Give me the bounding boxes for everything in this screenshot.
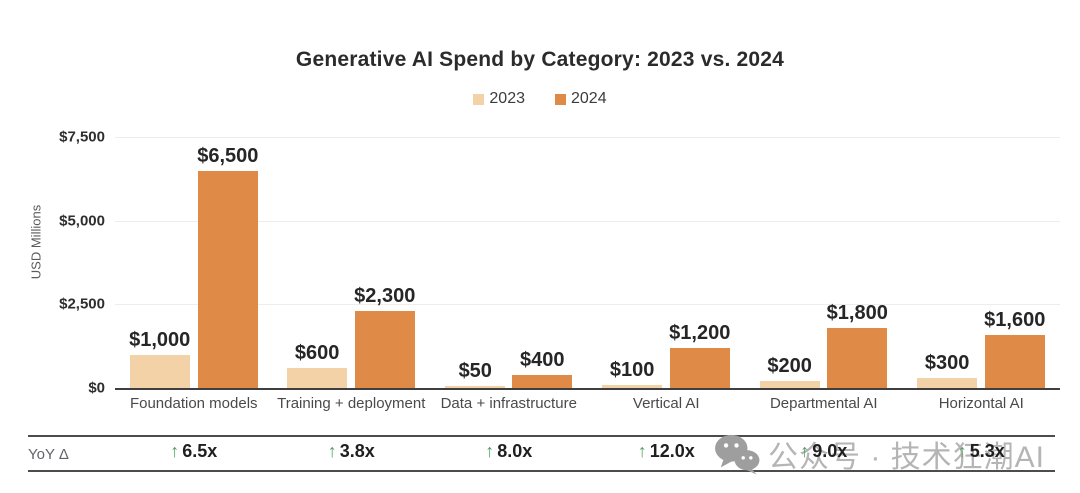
gridline: [115, 220, 1060, 222]
y-axis-ticks: $0 $2,500 $5,000 $7,500: [0, 129, 105, 397]
yoy-multiplier-text: 6.5x: [182, 441, 218, 461]
yoy-value: ↑ 6.5x: [115, 441, 273, 462]
legend-label: 2024: [571, 90, 607, 107]
bar-2023: [602, 384, 663, 388]
watermark-text: 公众号 · 技术狂潮AI: [768, 441, 1046, 474]
bar-group: $300 $1,600: [903, 137, 1061, 388]
yoy-values-row: ↑ 6.5x ↑ 3.8x ↑ 8.0x ↑ 12.0x ↑ 9.0x ↑ 5.3x: [115, 441, 1060, 462]
y-tick-label: $7,500: [59, 128, 105, 146]
watermark: 公众号 · 技术狂潮AI: [714, 432, 1045, 476]
bar-value-label: $600: [294, 341, 340, 364]
bar-with-label: $600: [287, 341, 348, 388]
bar-with-label: $100: [602, 358, 663, 388]
yoy-multiplier-text: 8.0x: [497, 441, 533, 461]
up-arrow-icon: ↑: [800, 441, 810, 461]
bar-group: $1,000 $6,500: [115, 137, 273, 388]
bar-2024: [669, 347, 730, 388]
bar-group: $200 $1,800: [745, 137, 903, 388]
bar-with-label: $1,800: [827, 303, 888, 388]
category-label: Horizontal AI: [938, 395, 1024, 412]
y-tick-label: $0: [88, 379, 105, 397]
bar-value-label: $200: [767, 355, 812, 378]
bar-with-label: $200: [759, 355, 820, 388]
category-label: Foundation models: [129, 395, 258, 412]
yoy-multiplier-text: 9.0x: [812, 441, 848, 461]
bar-2024: [512, 374, 573, 388]
up-arrow-icon: ↑: [637, 441, 647, 461]
gridline: [115, 304, 1060, 306]
legend-label: 2023: [489, 90, 525, 107]
chart-title: Generative AI Spend by Category: 2023 vs…: [295, 48, 785, 71]
category-label: Training + deployment: [277, 395, 426, 412]
yoy-row-label: YoY Δ: [28, 446, 69, 463]
bar-2024: [354, 311, 415, 388]
yoy-multiplier-text: 12.0x: [649, 441, 695, 461]
category-label: Data + infrastructure: [440, 395, 577, 412]
category-label: Departmental AI: [769, 395, 878, 412]
x-axis-labels: Foundation models Training + deployment Da…: [115, 395, 1060, 412]
yoy-top-rule: [28, 435, 1055, 437]
up-arrow-icon: ↑: [957, 441, 967, 461]
yoy-value: ↑ 9.0x: [745, 441, 903, 462]
yoy-value: ↑ 3.8x: [273, 441, 431, 462]
wechat-icon: [715, 434, 760, 475]
yoy-value: ↑ 12.0x: [588, 441, 746, 462]
bar-2024: [827, 327, 888, 388]
y-tick-label: $5,000: [59, 212, 105, 230]
bar-with-label: $1,200: [669, 323, 730, 388]
bar-2023: [445, 386, 506, 388]
yoy-value: ↑ 8.0x: [430, 441, 588, 462]
bar-value-label: $300: [924, 352, 970, 374]
bar-2024: [197, 170, 258, 388]
bar-2023: [129, 354, 190, 388]
bar-2023: [759, 381, 820, 388]
bar-with-label: $6,500: [197, 144, 259, 388]
chart-legend: 2023 2024: [0, 90, 1080, 108]
bar-group: $50 $400: [430, 137, 588, 388]
yoy-multiplier-text: 5.3x: [969, 441, 1005, 461]
yoy-bottom-rule: [28, 470, 1055, 472]
bar-with-label: $1,600: [984, 308, 1046, 388]
y-tick-label: $2,500: [59, 295, 105, 313]
bar-with-label: $1,000: [129, 328, 191, 388]
legend-swatch-icon: [555, 93, 566, 105]
bar-value-label: $2,300: [354, 285, 416, 307]
bar-groups: $1,000 $6,500 $600 $2,300 $50 $400 $100 $1,200 $…: [115, 137, 1060, 388]
category-label: Vertical AI: [632, 395, 700, 412]
bar-value-label: $400: [520, 348, 565, 371]
up-arrow-icon: ↑: [170, 441, 180, 461]
bar-value-label: $6,500: [197, 144, 259, 167]
yoy-multiplier-text: 3.8x: [339, 441, 375, 461]
bar-2023: [917, 378, 978, 388]
up-arrow-icon: ↑: [327, 441, 337, 461]
bar-with-label: $2,300: [354, 286, 415, 388]
legend-item: 2024: [555, 90, 607, 108]
legend-item: 2023: [473, 90, 525, 108]
bar-value-label: $100: [609, 358, 655, 381]
bar-value-label: $1,800: [826, 301, 888, 324]
up-arrow-icon: ↑: [485, 441, 495, 461]
bar-value-label: $50: [458, 360, 492, 383]
bar-with-label: $50: [445, 360, 506, 388]
gridline: [115, 137, 1060, 138]
bar-2024: [984, 334, 1045, 388]
bar-value-label: $1,600: [984, 308, 1046, 331]
yoy-value: ↑ 5.3x: [903, 441, 1061, 462]
legend-swatch-icon: [473, 93, 485, 105]
plot-area: $1,000 $6,500 $600 $2,300 $50 $400 $100 $1,200 $…: [115, 137, 1060, 390]
bar-group: $600 $2,300: [273, 137, 431, 388]
bar-group: $100 $1,200: [588, 137, 746, 388]
bar-with-label: $400: [512, 348, 573, 388]
bar-2023: [287, 367, 348, 388]
bar-value-label: $1,000: [129, 328, 191, 351]
bar-value-label: $1,200: [669, 321, 731, 344]
bar-with-label: $300: [917, 352, 978, 388]
